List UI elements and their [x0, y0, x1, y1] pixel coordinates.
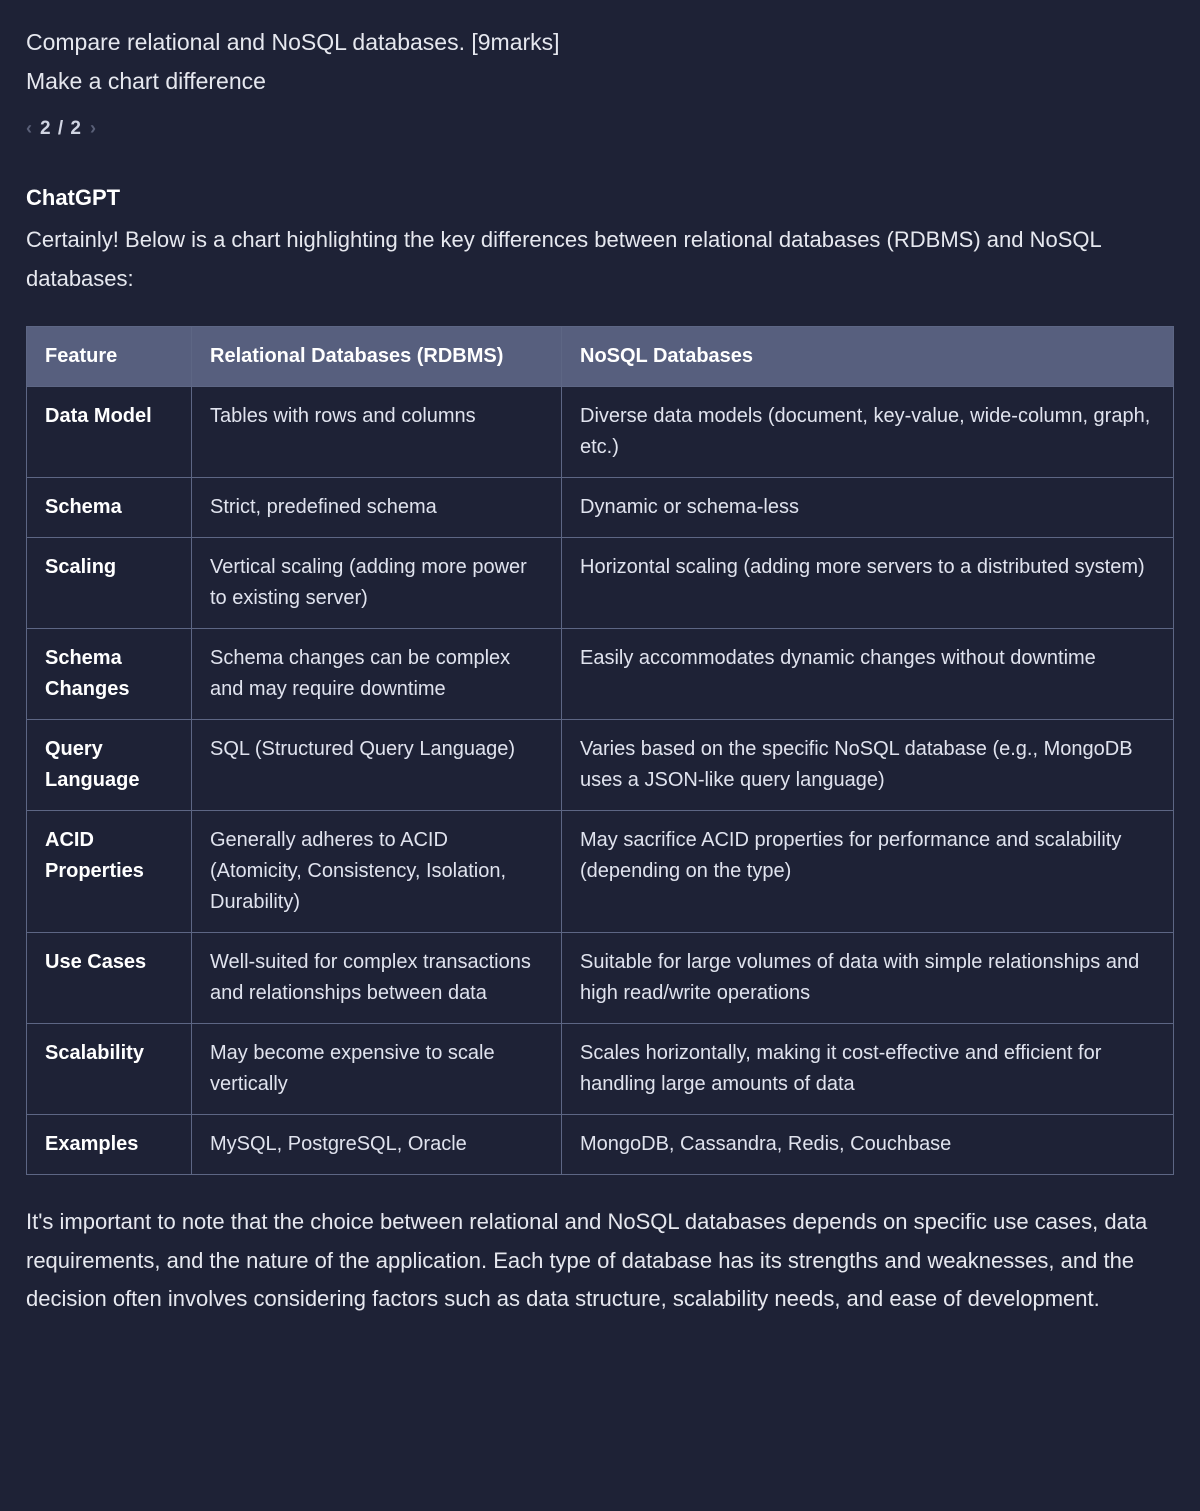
- table-cell-rdbms: Vertical scaling (adding more power to e…: [192, 538, 562, 629]
- table-row: Use CasesWell-suited for complex transac…: [27, 933, 1174, 1024]
- user-message: Compare relational and NoSQL databases. …: [26, 24, 1174, 100]
- table-row: ScalingVertical scaling (adding more pow…: [27, 538, 1174, 629]
- table-cell-rdbms: Well-suited for complex transactions and…: [192, 933, 562, 1024]
- table-cell-rdbms: SQL (Structured Query Language): [192, 720, 562, 811]
- assistant-outro-text: It's important to note that the choice b…: [26, 1203, 1174, 1319]
- table-cell-rdbms: Tables with rows and columns: [192, 387, 562, 478]
- table-row: ExamplesMySQL, PostgreSQL, OracleMongoDB…: [27, 1115, 1174, 1175]
- table-cell-feature: Scaling: [27, 538, 192, 629]
- table-cell-nosql: Suitable for large volumes of data with …: [562, 933, 1174, 1024]
- table-row: ScalabilityMay become expensive to scale…: [27, 1024, 1174, 1115]
- table-cell-rdbms: Generally adheres to ACID (Atomicity, Co…: [192, 811, 562, 933]
- table-cell-feature: Schema Changes: [27, 629, 192, 720]
- table-header-row: Feature Relational Databases (RDBMS) NoS…: [27, 327, 1174, 387]
- table-header-nosql: NoSQL Databases: [562, 327, 1174, 387]
- table-cell-nosql: Dynamic or schema-less: [562, 478, 1174, 538]
- table-header-rdbms: Relational Databases (RDBMS): [192, 327, 562, 387]
- pager-counter: 2 / 2: [40, 114, 82, 144]
- table-row: Data ModelTables with rows and columnsDi…: [27, 387, 1174, 478]
- assistant-name: ChatGPT: [26, 180, 1174, 215]
- table-cell-feature: Data Model: [27, 387, 192, 478]
- table-cell-nosql: Scales horizontally, making it cost-effe…: [562, 1024, 1174, 1115]
- table-body: Data ModelTables with rows and columnsDi…: [27, 387, 1174, 1175]
- table-row: SchemaStrict, predefined schemaDynamic o…: [27, 478, 1174, 538]
- pager-next-icon[interactable]: ›: [90, 114, 96, 143]
- user-message-line1: Compare relational and NoSQL databases. …: [26, 24, 1174, 61]
- table-cell-nosql: Varies based on the specific NoSQL datab…: [562, 720, 1174, 811]
- table-cell-rdbms: MySQL, PostgreSQL, Oracle: [192, 1115, 562, 1175]
- table-cell-feature: ACID Properties: [27, 811, 192, 933]
- pager-prev-icon[interactable]: ‹: [26, 114, 32, 143]
- table-cell-feature: Scalability: [27, 1024, 192, 1115]
- table-row: Schema ChangesSchema changes can be comp…: [27, 629, 1174, 720]
- table-cell-nosql: MongoDB, Cassandra, Redis, Couchbase: [562, 1115, 1174, 1175]
- table-cell-nosql: Diverse data models (document, key-value…: [562, 387, 1174, 478]
- assistant-intro-text: Certainly! Below is a chart highlighting…: [26, 221, 1174, 298]
- table-cell-rdbms: Schema changes can be complex and may re…: [192, 629, 562, 720]
- table-cell-nosql: Horizontal scaling (adding more servers …: [562, 538, 1174, 629]
- table-cell-feature: Examples: [27, 1115, 192, 1175]
- table-cell-feature: Use Cases: [27, 933, 192, 1024]
- table-cell-rdbms: Strict, predefined schema: [192, 478, 562, 538]
- table-cell-nosql: May sacrifice ACID properties for perfor…: [562, 811, 1174, 933]
- table-row: ACID PropertiesGenerally adheres to ACID…: [27, 811, 1174, 933]
- table-header-feature: Feature: [27, 327, 192, 387]
- response-pager: ‹ 2 / 2 ›: [26, 114, 1174, 144]
- table-cell-rdbms: May become expensive to scale vertically: [192, 1024, 562, 1115]
- table-cell-feature: Schema: [27, 478, 192, 538]
- table-cell-nosql: Easily accommodates dynamic changes with…: [562, 629, 1174, 720]
- table-cell-feature: Query Language: [27, 720, 192, 811]
- user-message-line2: Make a chart difference: [26, 63, 1174, 100]
- table-row: Query LanguageSQL (Structured Query Lang…: [27, 720, 1174, 811]
- comparison-table: Feature Relational Databases (RDBMS) NoS…: [26, 326, 1174, 1175]
